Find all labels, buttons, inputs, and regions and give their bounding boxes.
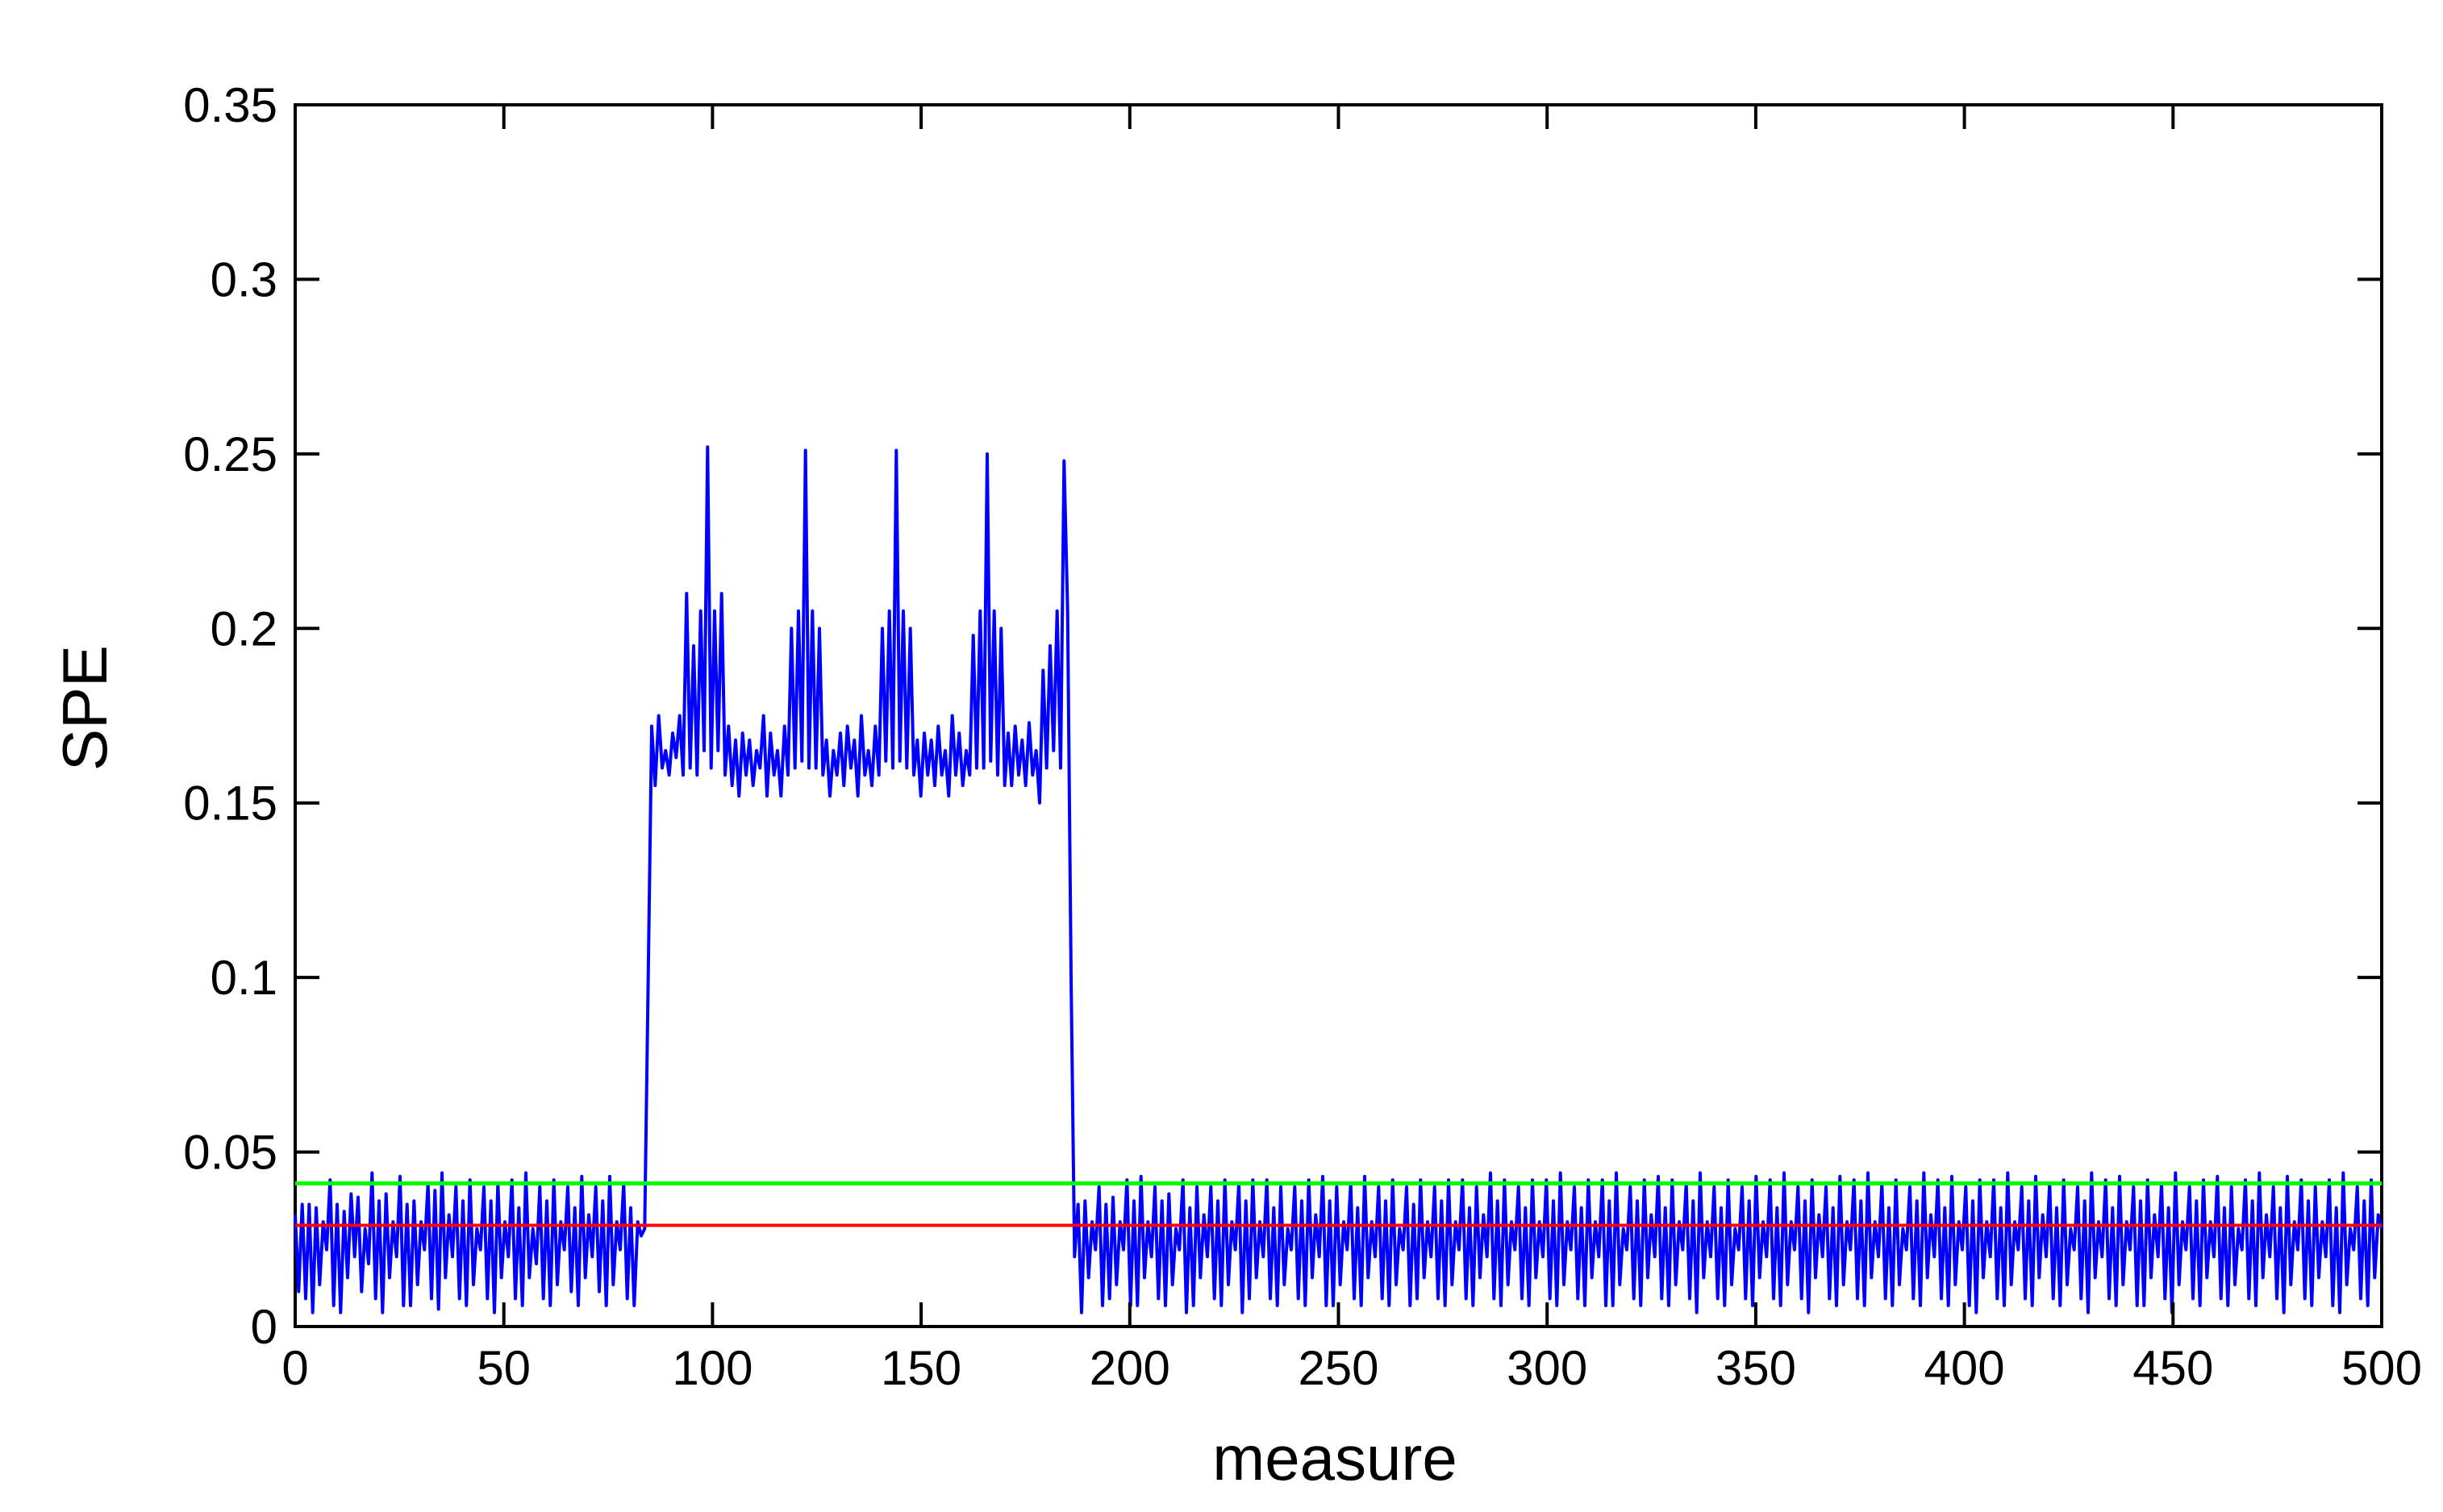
y-tick-label: 0.2 <box>211 602 277 656</box>
y-tick-label: 0.05 <box>183 1126 277 1180</box>
y-tick-label: 0 <box>251 1300 277 1354</box>
x-tick-label: 200 <box>1090 1341 1170 1395</box>
y-tick-label: 0.35 <box>183 78 277 132</box>
x-tick-label: 50 <box>477 1341 531 1395</box>
x-tick-label: 100 <box>672 1341 752 1395</box>
plot-background <box>295 105 2382 1327</box>
plot-area <box>295 105 2382 1327</box>
y-axis-label: SPE <box>49 645 120 771</box>
y-tick-label: 0.3 <box>211 252 277 306</box>
x-tick-label: 350 <box>1716 1341 1796 1395</box>
y-tick-label: 0.25 <box>183 427 277 481</box>
x-tick-label: 450 <box>2132 1341 2213 1395</box>
x-tick-label: 0 <box>281 1341 308 1395</box>
x-tick-label: 150 <box>881 1341 961 1395</box>
x-tick-label: 300 <box>1507 1341 1587 1395</box>
x-tick-label: 250 <box>1298 1341 1378 1395</box>
y-tick-label: 0.15 <box>183 777 277 831</box>
y-tick-label: 0.1 <box>211 951 277 1005</box>
x-tick-label: 500 <box>2341 1341 2422 1395</box>
x-axis-label: measure <box>1212 1422 1457 1493</box>
x-tick-label: 400 <box>1924 1341 2005 1395</box>
